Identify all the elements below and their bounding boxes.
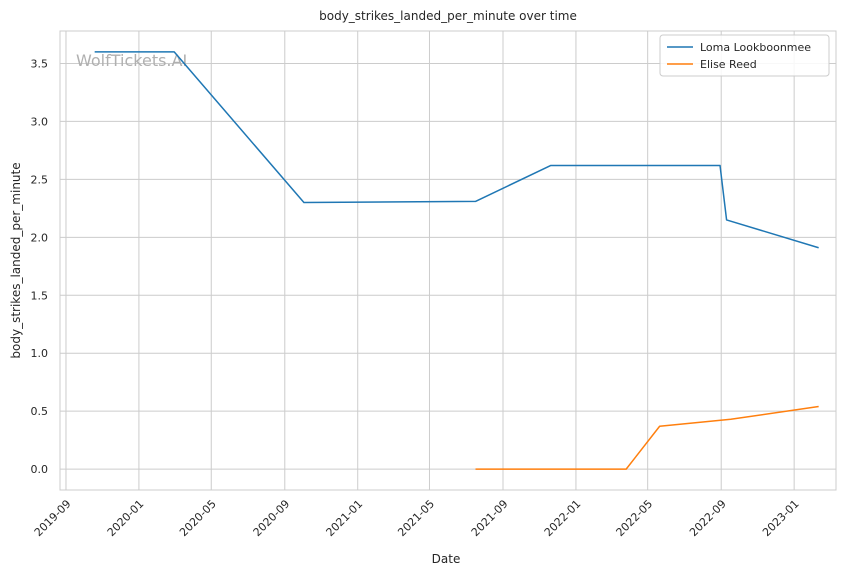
y-tick-label: 1.5 xyxy=(31,289,49,302)
y-tick-label: 3.5 xyxy=(31,57,49,70)
watermark-text: WolfTickets.AI xyxy=(76,51,187,70)
x-axis-label: Date xyxy=(432,552,461,566)
legend: Loma Lookboonmee Elise Reed xyxy=(659,34,830,77)
y-tick-label: 2.0 xyxy=(31,231,49,244)
y-axis-label: body_strikes_landed_per_minute xyxy=(9,162,23,358)
y-tick-label: 1.0 xyxy=(31,347,49,360)
legend-label-elise-reed: Elise Reed xyxy=(700,58,757,71)
series-layer xyxy=(94,51,819,470)
chart-title: body_strikes_landed_per_minute over time xyxy=(319,9,577,23)
legend-box xyxy=(659,34,830,77)
plot-area-frame xyxy=(59,30,837,491)
y-tick-label: 2.5 xyxy=(31,173,49,186)
y-tick-label: 3.0 xyxy=(31,115,49,128)
grid xyxy=(60,31,836,490)
y-tick-label: 0.0 xyxy=(31,463,49,476)
series-line-loma-lookboonmee xyxy=(94,51,819,249)
legend-label-loma-lookboonmee: Loma Lookboonmee xyxy=(700,41,811,54)
y-tick-label: 0.5 xyxy=(31,405,49,418)
